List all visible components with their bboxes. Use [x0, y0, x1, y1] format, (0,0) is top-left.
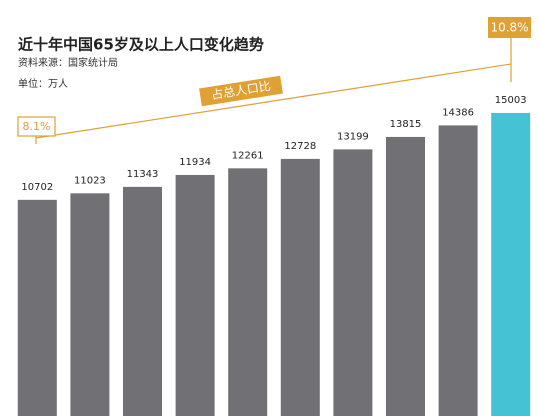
ratio-label-box: [199, 75, 283, 107]
value-label: 11023: [74, 175, 106, 186]
bar: [70, 193, 110, 416]
value-label: 15003: [495, 95, 527, 106]
chart-title: 近十年中国65岁及以上人口变化趋势: [18, 36, 264, 54]
bar: [17, 199, 57, 416]
bar: [491, 112, 531, 416]
value-label: 12261: [232, 150, 264, 161]
value-label: 13815: [390, 119, 422, 130]
bar: [175, 174, 215, 416]
callout-box: [488, 17, 531, 38]
bar: [228, 168, 268, 416]
unit-label: 单位：万人: [18, 77, 68, 90]
value-label: 11343: [127, 169, 159, 180]
value-label: 13199: [337, 131, 369, 142]
value-label: 11934: [179, 157, 211, 168]
annotation: 8.1%: [23, 120, 51, 133]
bar: [386, 136, 425, 416]
bar: [123, 186, 162, 416]
bar: [333, 149, 373, 416]
annotation: 10.8%: [490, 21, 528, 35]
value-label: 10702: [21, 182, 53, 193]
bar: [438, 125, 478, 416]
value-label: 14386: [442, 107, 474, 118]
bar: [280, 158, 320, 416]
value-label: 12728: [284, 141, 316, 152]
subtitle: 资料来源：国家统计局: [18, 56, 118, 69]
trend-line: [35, 63, 512, 139]
callout-box: [17, 116, 56, 137]
